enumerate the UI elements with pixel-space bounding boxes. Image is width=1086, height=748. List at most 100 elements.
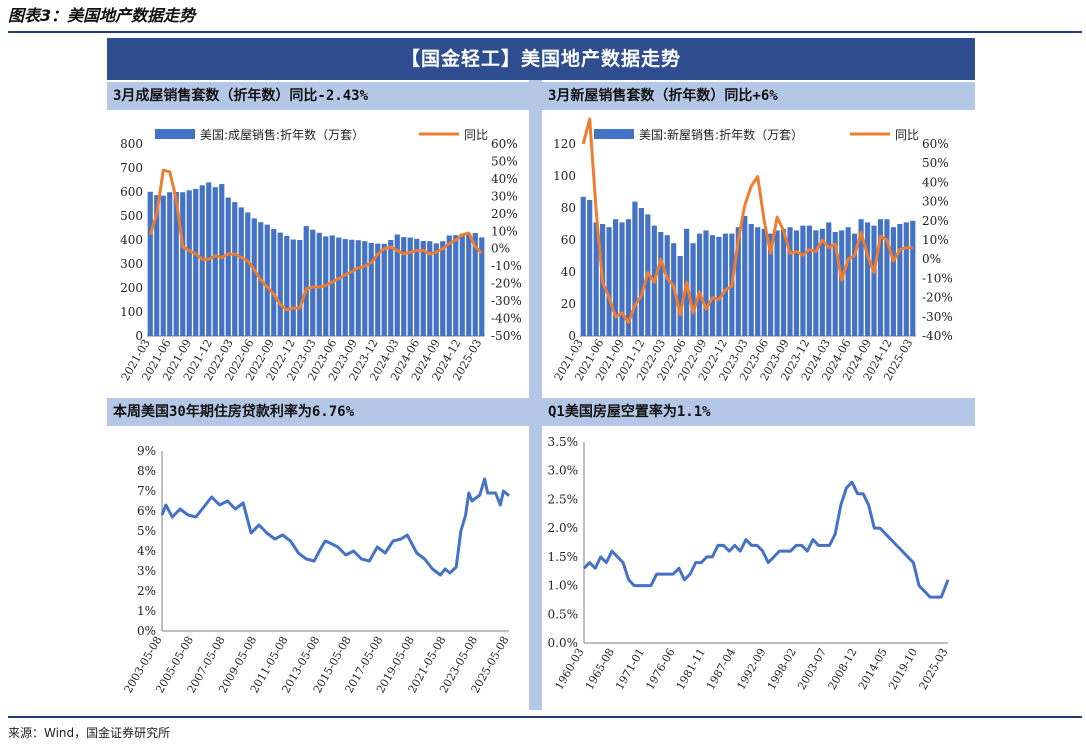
source-note: 来源：Wind，国金证券研究所 bbox=[8, 726, 171, 740]
bar bbox=[761, 228, 767, 336]
y-right-tick-label: 60% bbox=[491, 137, 518, 151]
series-line bbox=[582, 480, 950, 599]
y-tick-label: 1.5% bbox=[548, 550, 579, 564]
bar bbox=[871, 225, 877, 336]
y-right-tick-label: -40% bbox=[922, 329, 953, 343]
bar bbox=[612, 219, 619, 336]
y-right-tick-label: 10% bbox=[491, 224, 518, 238]
bar bbox=[593, 222, 599, 336]
bar bbox=[800, 225, 806, 336]
bar bbox=[453, 235, 459, 336]
bar bbox=[186, 190, 192, 336]
bar bbox=[780, 228, 787, 336]
bar bbox=[813, 230, 819, 336]
bar bbox=[251, 218, 257, 336]
bar bbox=[271, 228, 277, 336]
mortgage-rate-chart: 0%1%2%3%4%5%6%7%8%9%2003-05-082005-05-08… bbox=[122, 444, 512, 695]
bar bbox=[806, 225, 812, 336]
bar bbox=[180, 192, 186, 336]
yoy-line bbox=[581, 117, 913, 325]
y-tick-label: 2.0% bbox=[548, 521, 579, 535]
bar bbox=[238, 207, 244, 336]
y-right-tick-label: 20% bbox=[922, 214, 949, 228]
panel4-header: Q1美国房屋空置率为1.1% bbox=[542, 398, 975, 426]
bar bbox=[793, 230, 800, 336]
bar bbox=[225, 197, 231, 336]
y-tick-label: 1.0% bbox=[548, 579, 579, 593]
bar bbox=[787, 227, 793, 336]
bar bbox=[264, 224, 270, 336]
bar bbox=[297, 240, 303, 336]
y-tick-label: 1% bbox=[137, 604, 156, 618]
bar bbox=[277, 232, 283, 336]
x-tick-label: 2014-05 bbox=[856, 646, 890, 692]
bar bbox=[852, 233, 858, 336]
y-right-tick-label: -20% bbox=[491, 277, 522, 291]
bar bbox=[832, 232, 838, 336]
bar-legend-swatch bbox=[594, 129, 634, 139]
y-left-tick-label: 600 bbox=[120, 185, 143, 199]
x-tick-label: 1971-01 bbox=[613, 646, 647, 692]
bar bbox=[440, 241, 446, 336]
bar bbox=[910, 220, 916, 336]
bar bbox=[433, 243, 439, 336]
bar bbox=[638, 208, 644, 336]
bar bbox=[375, 243, 381, 336]
x-tick-label: 1960-03 bbox=[552, 646, 586, 692]
y-left-tick-label: 0 bbox=[568, 329, 576, 343]
bar bbox=[709, 235, 716, 336]
bar bbox=[427, 241, 433, 336]
y-tick-label: 2% bbox=[137, 584, 156, 598]
y-tick-label: 6% bbox=[137, 504, 156, 518]
bar bbox=[316, 232, 322, 336]
bar bbox=[154, 195, 160, 336]
bar bbox=[160, 195, 166, 336]
existing-home-sales-chart: 0 100 200 300 400 500 600 700 800 -50% -40% -30% -20… bbox=[119, 127, 522, 383]
y-tick-label: 2.5% bbox=[548, 492, 579, 506]
y-tick-label: 3% bbox=[137, 564, 156, 578]
bar bbox=[459, 233, 465, 336]
x-tick-label: 1965-08 bbox=[583, 646, 617, 692]
title-rule bbox=[8, 31, 1082, 33]
y-tick-label: 8% bbox=[137, 464, 156, 478]
bar-legend-label: 美国:成屋销售:折年数（万套） bbox=[200, 127, 364, 142]
bar bbox=[420, 240, 426, 336]
bar bbox=[381, 243, 387, 336]
bar bbox=[819, 228, 825, 336]
bar bbox=[193, 188, 199, 336]
y-left-tick-label: 80 bbox=[561, 201, 576, 215]
x-tick-label: 2003-07 bbox=[795, 646, 829, 692]
bar bbox=[167, 192, 173, 336]
y-left-tick-label: 400 bbox=[120, 233, 143, 247]
bar-legend-swatch bbox=[155, 129, 195, 139]
y-right-tick-label: 0% bbox=[922, 252, 941, 266]
bar bbox=[755, 227, 761, 336]
yoy-line bbox=[148, 168, 483, 312]
y-tick-label: 5% bbox=[137, 524, 156, 538]
bar bbox=[897, 224, 903, 336]
bar bbox=[690, 243, 696, 336]
x-tick-label: 2019-10 bbox=[886, 646, 920, 692]
bar bbox=[284, 235, 290, 336]
y-right-tick-label: 40% bbox=[922, 175, 949, 189]
y-right-tick-label: 0% bbox=[491, 242, 510, 256]
y-right-tick-label: 10% bbox=[922, 233, 949, 247]
bar bbox=[232, 202, 238, 336]
y-right-tick-label: -30% bbox=[922, 310, 953, 324]
bar bbox=[742, 216, 748, 336]
bar bbox=[716, 236, 722, 336]
bar bbox=[826, 222, 832, 336]
new-home-sales-chart: 0 20 40 60 80 100 120 -40% -30% -20% -10% 0% 10% 20% 3… bbox=[552, 117, 953, 383]
bar bbox=[722, 233, 728, 336]
x-tick-label: 2025-03 bbox=[916, 646, 950, 692]
bar bbox=[466, 233, 472, 336]
x-tick-label: 1987-04 bbox=[704, 646, 738, 692]
y-left-tick-label: 120 bbox=[553, 137, 576, 151]
bar bbox=[414, 238, 420, 336]
bar bbox=[903, 222, 909, 336]
banner: 【国金轻工】美国地产数据走势 bbox=[107, 38, 975, 80]
bar bbox=[245, 212, 251, 336]
panel-divider-vertical bbox=[529, 80, 542, 710]
bar bbox=[587, 200, 593, 336]
bar bbox=[632, 201, 638, 336]
